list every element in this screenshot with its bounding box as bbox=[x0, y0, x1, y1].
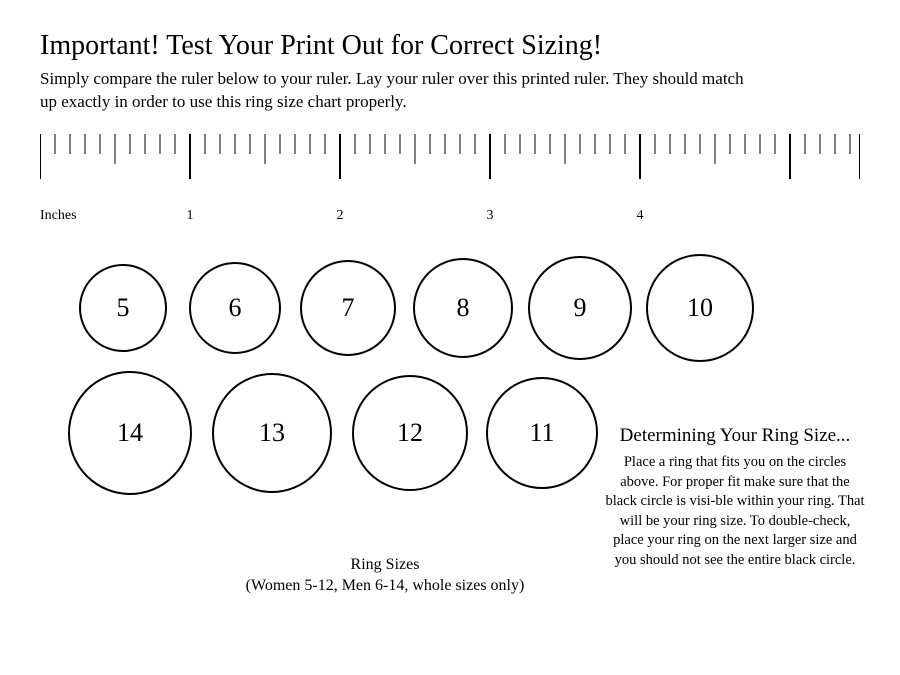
ring-size-circle-12: 12 bbox=[352, 375, 468, 491]
page-title: Important! Test Your Print Out for Corre… bbox=[40, 30, 860, 62]
caption-line2: (Women 5-12, Men 6-14, whole sizes only) bbox=[225, 576, 545, 597]
ruler-svg bbox=[40, 134, 860, 189]
ring-size-circle-6: 6 bbox=[189, 262, 281, 354]
ruler-major-label: 1 bbox=[187, 208, 194, 224]
caption-line1: Ring Sizes bbox=[225, 555, 545, 576]
ruler bbox=[40, 134, 860, 204]
page-subtitle: Simply compare the ruler below to your r… bbox=[40, 68, 760, 114]
ring-size-circle-10: 10 bbox=[646, 254, 754, 362]
ring-size-circle-5: 5 bbox=[79, 264, 167, 352]
ruler-major-label: 4 bbox=[637, 208, 644, 224]
ring-size-circle-11: 11 bbox=[486, 377, 598, 489]
ring-size-circle-7: 7 bbox=[300, 260, 396, 356]
ruler-major-label: 3 bbox=[487, 208, 494, 224]
ruler-labels: Inches 1 2 3 4 bbox=[40, 208, 860, 228]
ring-size-circle-9: 9 bbox=[528, 256, 632, 360]
ruler-major-label: 2 bbox=[337, 208, 344, 224]
determining-block: Determining Your Ring Size... Place a ri… bbox=[605, 425, 865, 570]
determining-body: Place a ring that fits you on the circle… bbox=[605, 453, 865, 570]
ring-size-circle-13: 13 bbox=[212, 373, 332, 493]
determining-title: Determining Your Ring Size... bbox=[605, 425, 865, 447]
ring-sizes-caption: Ring Sizes (Women 5-12, Men 6-14, whole … bbox=[225, 555, 545, 597]
ring-size-circle-14: 14 bbox=[68, 371, 192, 495]
ring-size-circle-8: 8 bbox=[413, 258, 513, 358]
ruler-unit-label: Inches bbox=[40, 208, 77, 224]
